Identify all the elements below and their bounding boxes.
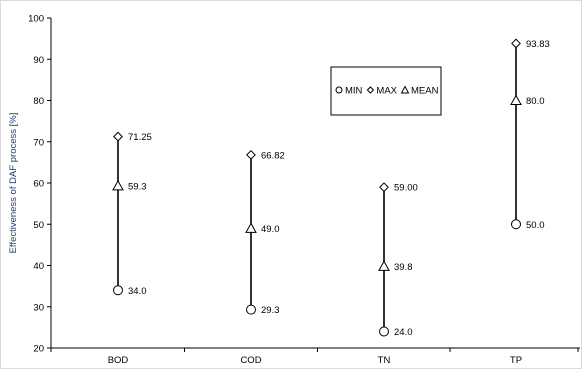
max-data-label: 59.00 [394,183,418,194]
y-tick-label: 30 [33,302,44,313]
x-tick-label: TP [510,355,522,366]
max-marker [113,131,123,142]
y-tick-label: 90 [33,55,44,66]
min-marker [379,326,389,337]
legend-box [330,66,442,116]
max-data-label: 66.82 [261,150,285,161]
max-marker [379,182,389,193]
max-data-label: 93.83 [526,39,550,50]
y-axis-title: Effectiveness of DAF process [%] [8,113,19,254]
min-data-label: 50.0 [526,220,545,231]
mean-data-label: 39.8 [394,262,413,273]
y-tick-label: 70 [33,137,44,148]
mean-data-label: 59.3 [128,181,147,192]
y-tick-label: 80 [33,96,44,107]
mean-marker [510,94,522,105]
min-marker [113,285,123,296]
min-marker [511,219,521,230]
legend-min-label: MIN [345,86,363,97]
y-tick-label: 20 [33,344,44,355]
legend-mean-label: MEAN [411,86,439,97]
x-tick-label: TN [378,355,391,366]
mean-marker [112,179,124,191]
legend: MIN MAX MEAN [330,66,442,116]
min-data-label: 34.0 [128,286,147,297]
plot-area: 20 30 40 50 60 70 80 90 100 BOD COD TN TP 34.0 29.3 24.… [28,14,580,366]
y-tick-label: 50 [33,220,44,231]
x-tick-label: BOD [108,355,129,366]
y-tick-label: 60 [33,179,44,190]
mean-marker [378,260,390,271]
y-tick-label: 100 [28,14,44,25]
mean-marker [245,222,257,233]
max-marker [246,149,256,160]
legend-min-marker [335,86,343,94]
min-data-label: 24.0 [394,327,413,338]
x-tick-label: COD [240,355,261,366]
min-data-label: 29.3 [261,305,280,316]
legend-max-marker [366,86,375,94]
mean-data-label: 80.0 [526,96,545,107]
max-marker [511,38,521,49]
legend-max-label: MAX [376,86,397,97]
y-tick-label: 40 [33,261,44,272]
max-data-label: 71.25 [128,132,152,143]
min-marker [246,304,256,315]
legend-mean-marker [400,85,410,94]
mean-data-label: 49.0 [261,224,280,235]
